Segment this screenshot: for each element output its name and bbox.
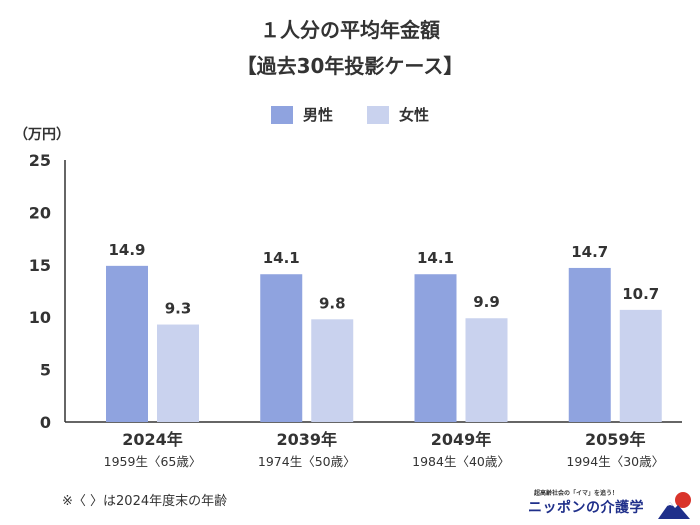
data-label: 14.7 (571, 243, 608, 261)
data-label: 9.9 (473, 293, 500, 311)
brand-logo: 超高齢社会の「イマ」を追う！ ニッポンの介護学 (528, 488, 698, 522)
brand-tagline: 超高齢社会の「イマ」を追う！ (534, 490, 619, 497)
brand-name: ニッポンの介護学 (528, 500, 644, 516)
x-tick-label: 2049年 (431, 430, 492, 449)
footnote: ※〈 〉は2024年度末の年齢 (62, 494, 228, 509)
y-tick-label: 10 (29, 308, 51, 327)
data-label: 9.3 (165, 300, 192, 318)
x-tick-label: 2039年 (276, 430, 337, 449)
x-tick-sublabel: 1959生〈65歳〉 (104, 454, 202, 469)
y-axis-unit: （万円） (14, 127, 70, 143)
x-tick-label: 2059年 (585, 430, 646, 449)
legend-label-female: 女性 (399, 106, 430, 124)
bar-male (106, 265, 148, 422)
x-tick-sublabel: 1974生〈50歳〉 (258, 454, 356, 469)
data-label: 9.8 (319, 294, 346, 312)
legend-swatch-female (367, 105, 389, 124)
bar-male (414, 274, 457, 422)
legend-item-male: 男性 (270, 104, 333, 125)
data-label: 14.9 (108, 241, 145, 259)
y-tick-label: 20 (29, 203, 51, 222)
legend-item-female: 女性 (367, 104, 429, 125)
data-label: 14.1 (417, 249, 454, 267)
bar-male (568, 267, 611, 422)
legend: 男性 女性 (0, 104, 700, 125)
mountain-sun-icon (658, 492, 691, 519)
legend-label-male: 男性 (302, 106, 333, 124)
chart-subtitle: 【過去30年投影ケース】 (236, 54, 464, 78)
x-tick-sublabel: 1994生〈30歳〉 (566, 454, 664, 469)
bar-female (157, 324, 199, 422)
data-label: 10.7 (622, 285, 659, 303)
y-tick-label: 0 (40, 413, 51, 432)
x-tick-sublabel: 1984生〈40歳〉 (412, 454, 510, 469)
bar-male (260, 274, 303, 422)
y-tick-label: 15 (29, 256, 51, 275)
x-tick-label: 2024年 (122, 430, 183, 449)
y-tick-label: 25 (29, 151, 51, 170)
legend-swatch-male (270, 105, 293, 124)
chart-title: １人分の平均年金額 (260, 18, 440, 42)
y-tick-label: 5 (40, 361, 51, 380)
bar-female (619, 309, 662, 422)
data-label: 14.1 (263, 249, 300, 267)
bar-female (311, 319, 354, 422)
bar-female (465, 318, 508, 422)
